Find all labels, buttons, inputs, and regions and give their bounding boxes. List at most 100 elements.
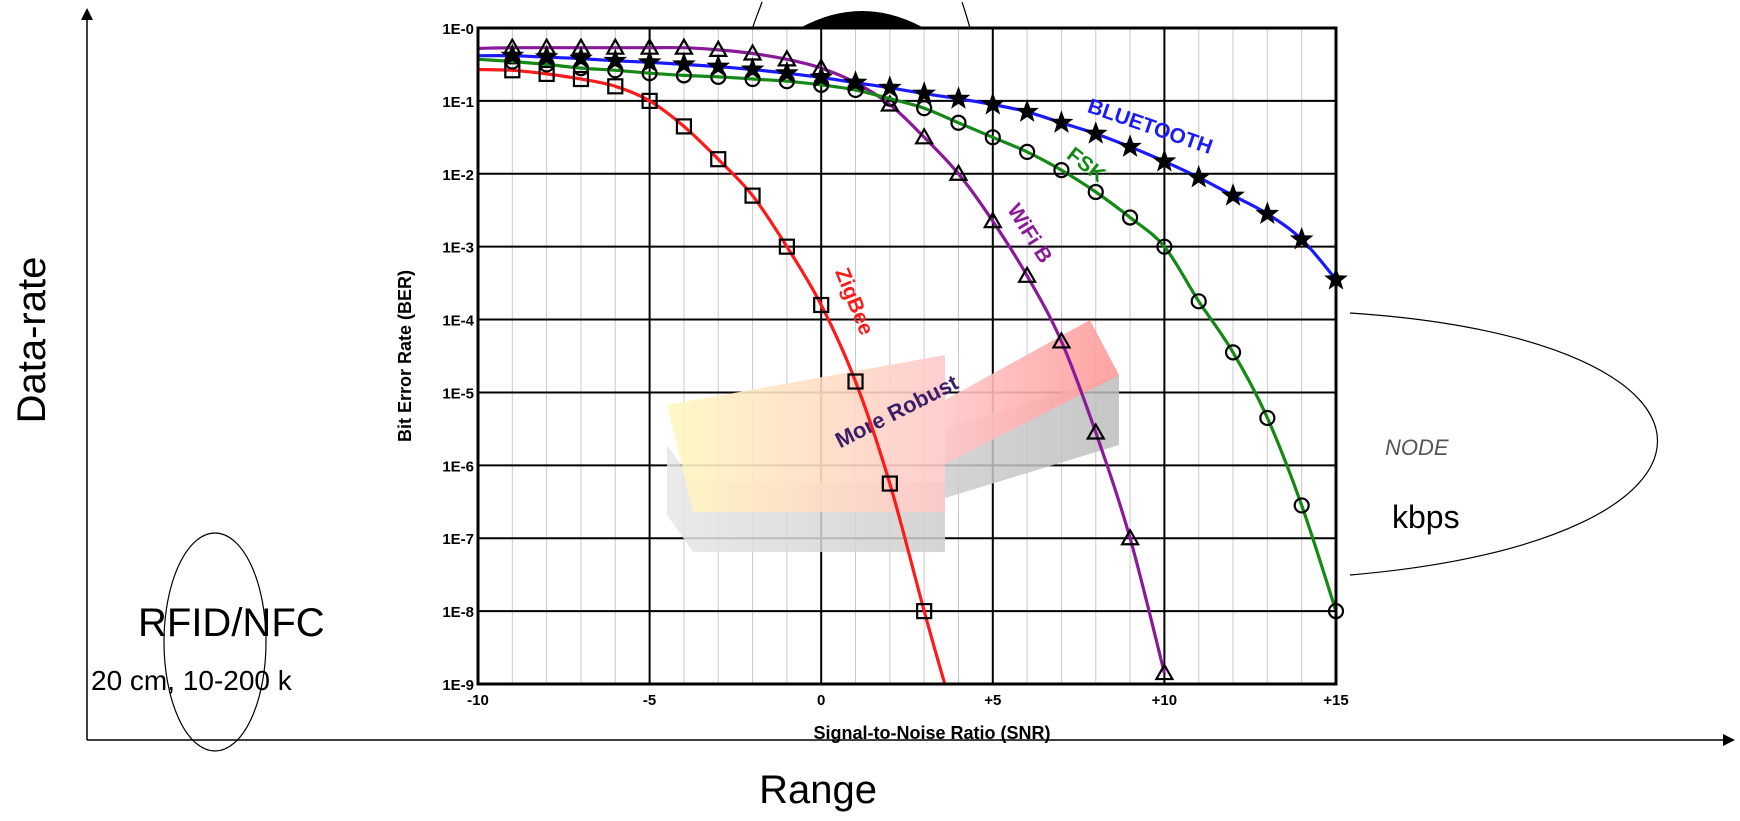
data-point	[912, 81, 937, 104]
data-point	[1053, 162, 1070, 179]
data-point	[813, 296, 830, 314]
x-tick-label: +5	[984, 692, 1001, 709]
data-point	[1118, 134, 1142, 157]
data-point	[675, 118, 693, 135]
data-point	[504, 62, 521, 79]
data-point	[1156, 238, 1173, 255]
data-rate-label: Data-rate	[10, 257, 54, 424]
rfid-bubble	[163, 532, 267, 752]
series-zigbee	[477, 62, 947, 685]
data-point	[1221, 183, 1245, 206]
y-tick-label: 1E-0	[442, 21, 474, 38]
data-point	[984, 129, 1001, 146]
data-point	[881, 475, 898, 492]
data-point	[1051, 331, 1072, 349]
top-black-blob	[800, 11, 924, 28]
series-line	[477, 67, 947, 685]
data-point	[1289, 226, 1314, 250]
more-robust-arrow: More Robust	[667, 320, 1119, 552]
y-axis-title: Bit Error Rate (BER)	[395, 270, 415, 442]
data-point	[534, 44, 559, 68]
y-tick-label: 1E-8	[442, 604, 474, 621]
node-label: NODE	[1385, 435, 1449, 460]
series-fsk	[477, 53, 1345, 620]
data-point	[1190, 293, 1207, 310]
data-point	[569, 46, 593, 69]
data-point	[706, 54, 731, 77]
x-tick-label: -10	[467, 692, 489, 709]
data-point	[1293, 497, 1310, 514]
data-point	[809, 65, 834, 88]
y-tick-label: 1E-4	[442, 313, 474, 330]
x-tick-label: +10	[1152, 692, 1177, 709]
data-point	[948, 163, 969, 181]
x-axis-title: Signal-to-Noise Ratio (SNR)	[814, 723, 1051, 743]
y-tick-label: 1E-2	[442, 167, 474, 184]
data-point	[1083, 121, 1108, 144]
data-point	[1120, 528, 1140, 546]
data-point	[1087, 183, 1104, 201]
y-tick-label: 1E-3	[442, 240, 474, 257]
data-point	[1015, 99, 1040, 122]
series	[477, 37, 1348, 685]
data-point	[603, 48, 628, 71]
data-point	[1154, 662, 1175, 681]
data-point	[1121, 209, 1139, 226]
data-point	[1049, 110, 1074, 133]
y-tick-label: 1E-5	[442, 385, 474, 402]
data-point	[980, 91, 1005, 115]
data-point	[710, 151, 727, 168]
x-tick-label: +15	[1323, 692, 1348, 709]
data-point	[672, 51, 696, 75]
data-point	[1019, 143, 1036, 161]
ber-chart: More Robust -10 -5 0 +5 +10 +15 1E-0 1E-1 1E-2 1E…	[395, 1, 1349, 743]
series-bluetooth	[477, 43, 1348, 290]
data-point	[878, 75, 902, 98]
data-point	[1259, 409, 1276, 427]
data-point	[1152, 148, 1177, 172]
data-point	[1255, 201, 1280, 225]
node-bubble	[1349, 312, 1659, 576]
plot-border	[476, 26, 1338, 686]
data-point	[950, 114, 967, 131]
x-tick-label: -5	[643, 692, 656, 709]
data-point	[916, 100, 933, 117]
robust-arrow-top	[667, 320, 1119, 512]
data-point	[914, 127, 935, 145]
data-point	[744, 187, 761, 204]
data-point	[1224, 344, 1242, 361]
kbps-label: kbps	[1392, 499, 1460, 535]
data-point	[843, 70, 868, 93]
y-tick-label: 1E-7	[442, 531, 474, 548]
data-point	[607, 78, 624, 95]
rfid-label: RFID/NFC	[138, 601, 325, 645]
data-point	[946, 86, 971, 109]
data-point	[1017, 265, 1038, 283]
data-point	[637, 49, 662, 73]
data-point	[641, 92, 658, 109]
data-point	[500, 43, 525, 66]
data-point	[774, 60, 799, 84]
grid	[478, 28, 1336, 684]
data-point	[538, 65, 555, 83]
data-point	[916, 603, 933, 620]
range-label: Range	[759, 768, 877, 812]
rfid-detail: 20 cm, 10-200 k	[91, 665, 293, 696]
tick-labels: -10 -5 0 +5 +10 +15 1E-0 1E-1 1E-2 1E-3 1E-4 1E-5 1E…	[442, 21, 1348, 709]
data-point	[778, 238, 795, 255]
y-tick-label: 1E-6	[442, 458, 474, 475]
plot-area	[478, 28, 1336, 684]
data-point	[740, 57, 765, 80]
y-tick-label: 1E-1	[442, 94, 474, 111]
data-point	[1085, 422, 1106, 440]
data-point	[1186, 164, 1211, 188]
data-point	[847, 373, 864, 390]
y-tick-label: 1E-9	[442, 677, 474, 694]
background-diagram: Data-rate Range RFID/NFC 20 cm, 10-200 k…	[10, 8, 1735, 812]
series-wifi-b	[477, 37, 1175, 681]
data-point	[982, 210, 1003, 229]
x-tick-label: 0	[817, 692, 825, 709]
data-point	[572, 70, 590, 88]
series-line	[477, 45, 1166, 674]
